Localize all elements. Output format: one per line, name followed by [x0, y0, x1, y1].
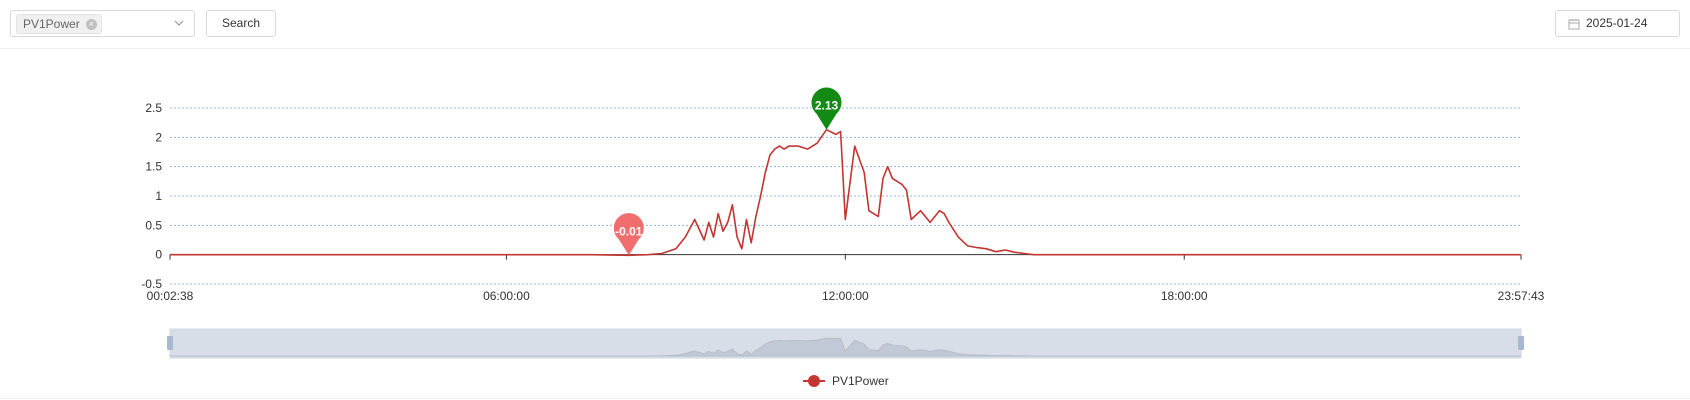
x-tick-label: 12:00:00 [822, 289, 869, 303]
date-picker[interactable]: 2025-01-24 [1555, 10, 1680, 37]
y-tick-label: 2 [155, 130, 162, 144]
min-marker [613, 213, 644, 256]
y-tick-label: 1 [155, 189, 162, 203]
x-tick-label: 23:57:43 [1498, 289, 1545, 303]
date-value: 2025-01-24 [1586, 16, 1648, 30]
footer-divider [0, 398, 1690, 399]
zoom-handle-right[interactable] [1518, 336, 1524, 350]
y-tick-label: 2.5 [145, 101, 162, 115]
remove-tag-icon[interactable]: × [85, 18, 97, 30]
search-button[interactable]: Search [206, 10, 276, 37]
y-tick-label: 0.5 [145, 218, 162, 232]
max-marker-label: 2.13 [815, 99, 839, 113]
zoom-slider-preview [170, 337, 1521, 357]
selected-series-tag: PV1Power × [16, 14, 102, 34]
legend-marker[interactable] [808, 375, 820, 387]
selected-series-label: PV1Power [23, 17, 80, 31]
calendar-icon [1568, 19, 1580, 30]
y-tick-label: 0 [155, 248, 162, 262]
series-line-pv1power [170, 128, 1521, 257]
legend-label[interactable]: PV1Power [832, 374, 889, 388]
toolbar: PV1Power × Search 2025-01-24 [0, 0, 1690, 49]
y-tick-label: 1.5 [145, 160, 162, 174]
y-tick-label: -0.5 [141, 277, 162, 291]
x-tick-label: 06:00:00 [483, 289, 530, 303]
x-tick-label: 18:00:00 [1161, 289, 1208, 303]
min-marker-label: -0.01 [615, 224, 643, 238]
zoom-handle-left[interactable] [167, 336, 173, 350]
chevron-down-icon[interactable] [173, 17, 185, 29]
max-marker [811, 87, 842, 130]
series-select[interactable]: PV1Power × [10, 10, 195, 37]
power-chart: 2.5 2 1.5 1 0.5 0 -0.500:02:38 06:00:00 12:00:00… [141, 87, 1545, 388]
x-tick-label: 00:02:38 [147, 289, 194, 303]
